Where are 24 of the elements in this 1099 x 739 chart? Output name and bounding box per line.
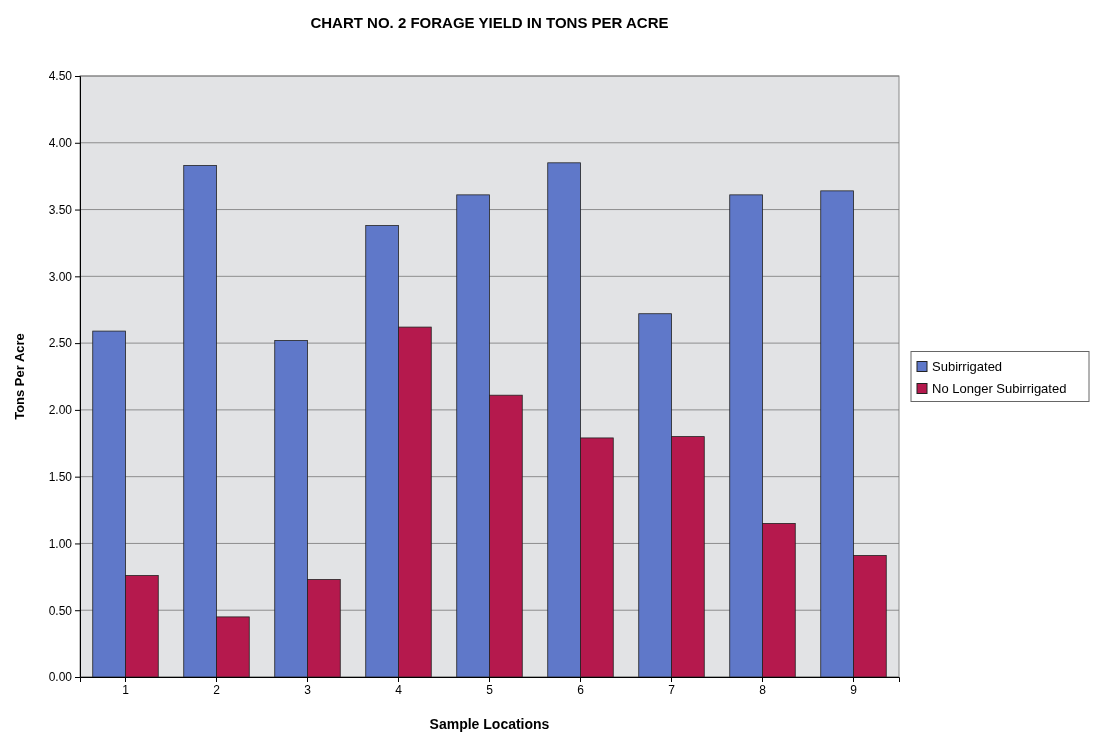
y-tick-label: 4.00 bbox=[48, 136, 73, 151]
y-tick-label: 1.00 bbox=[48, 536, 73, 551]
y-tick-label: 0.00 bbox=[48, 670, 73, 685]
x-tick-label: 3 bbox=[304, 682, 312, 697]
x-tick-label: 7 bbox=[668, 682, 676, 697]
x-tick-label: 2 bbox=[213, 682, 221, 697]
x-tick-label: 9 bbox=[850, 682, 858, 697]
x-tick-label: 5 bbox=[486, 682, 494, 697]
y-axis-title: Tons Per Acre bbox=[12, 333, 27, 420]
x-tick-label: 8 bbox=[759, 682, 767, 697]
x-tick-label: 4 bbox=[395, 682, 403, 697]
x-tick-label: 6 bbox=[577, 682, 585, 697]
x-axis-title: Sample Locations bbox=[429, 716, 550, 732]
y-tick-label: 0.50 bbox=[48, 603, 73, 618]
y-tick-label: 2.00 bbox=[48, 403, 73, 418]
chart-title: CHART NO. 2 FORAGE YIELD IN TONS PER ACRE bbox=[310, 14, 669, 31]
y-tick-label: 2.50 bbox=[48, 336, 73, 351]
y-tick-label: 3.50 bbox=[48, 202, 73, 217]
legend-label: No Longer Subirrigated bbox=[932, 381, 1067, 396]
y-tick-label: 1.50 bbox=[48, 470, 73, 485]
legend-label: Subirrigated bbox=[932, 359, 1003, 374]
y-tick-label: 3.00 bbox=[48, 269, 73, 284]
y-tick-label: 4.50 bbox=[48, 69, 73, 84]
x-tick-label: 1 bbox=[122, 682, 130, 697]
